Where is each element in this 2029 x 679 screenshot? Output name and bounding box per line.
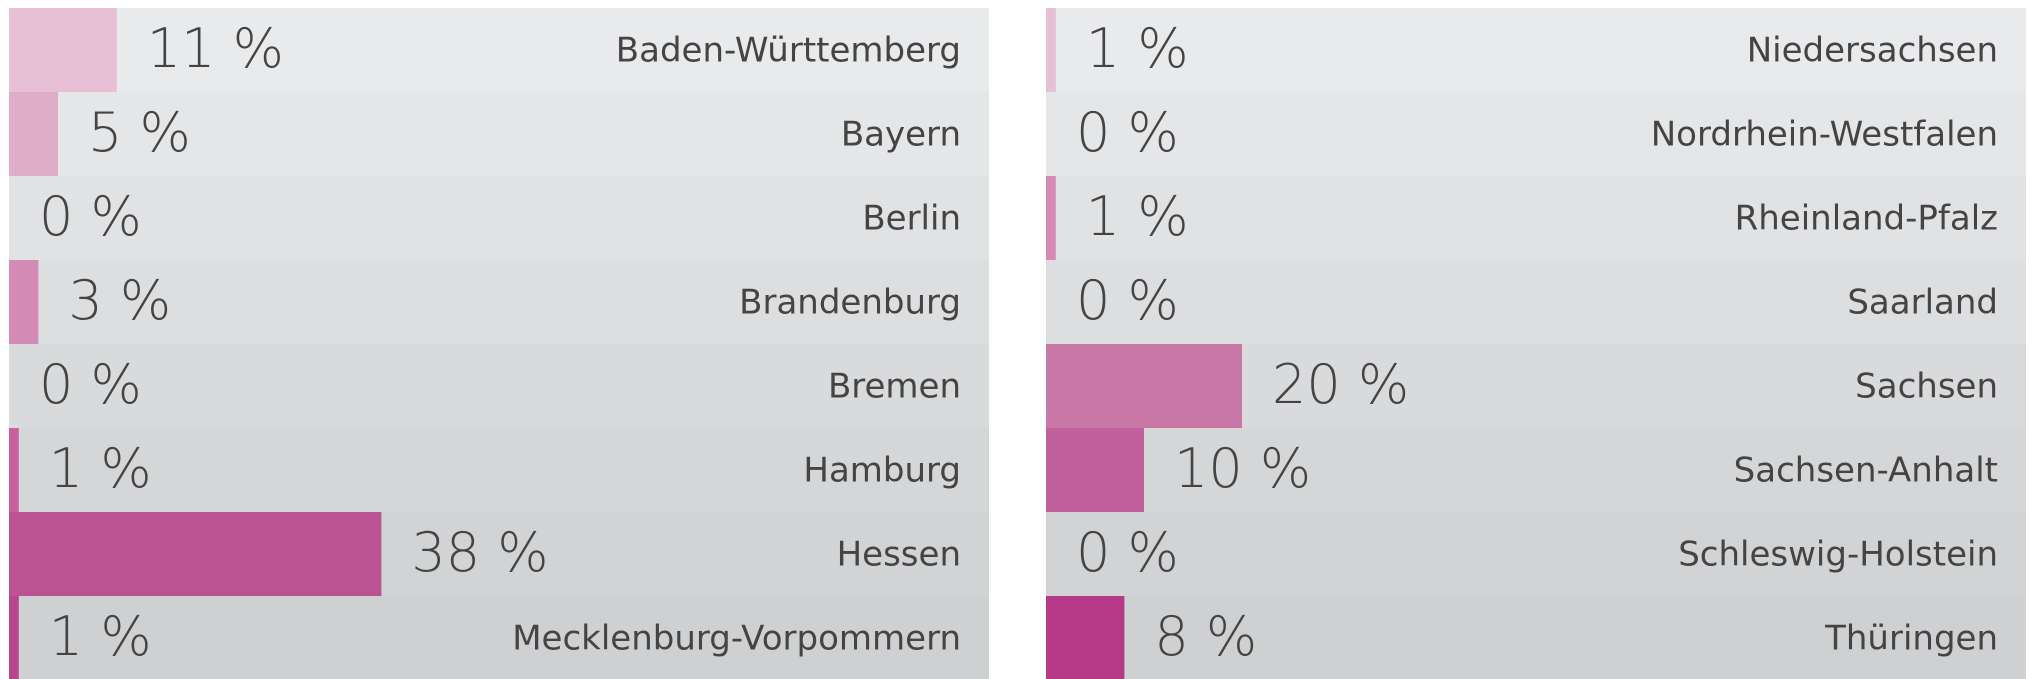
category-label: Saarland: [1847, 283, 1998, 323]
bar: [9, 428, 19, 512]
row-background: [1046, 596, 2026, 679]
category-label: Bayern: [841, 115, 961, 155]
row-background: [9, 92, 989, 176]
bar: [1046, 428, 1144, 512]
row-background: [1046, 92, 2026, 176]
value-label: 5 %: [88, 101, 191, 164]
row-background: [9, 8, 989, 92]
value-label: 8 %: [1154, 605, 1257, 668]
category-label: Rheinland-Pfalz: [1735, 199, 1998, 239]
value-label: 0 %: [39, 353, 142, 416]
value-label: 0 %: [1076, 269, 1179, 332]
category-label: Hamburg: [803, 451, 961, 491]
value-label: 1 %: [49, 437, 152, 500]
row-background: [9, 260, 989, 344]
bar: [9, 8, 117, 92]
category-label: Sachsen: [1855, 367, 1998, 407]
value-label: 1 %: [49, 605, 152, 668]
row-background: [9, 428, 989, 512]
category-label: Brandenburg: [739, 283, 961, 323]
category-label: Berlin: [862, 199, 961, 239]
category-label: Thüringen: [1824, 619, 1998, 659]
value-label: 1 %: [1086, 17, 1189, 80]
bar: [9, 260, 39, 344]
bar: [9, 512, 382, 596]
row-background: [1046, 8, 2026, 92]
category-label: Baden-Württemberg: [616, 31, 961, 71]
category-label: Hessen: [837, 535, 961, 575]
category-label: Bremen: [828, 367, 961, 407]
bar: [1046, 596, 1125, 679]
category-label: Mecklenburg-Vorpommern: [512, 619, 961, 659]
value-label: 0 %: [39, 185, 142, 248]
value-label: 0 %: [1076, 521, 1179, 584]
value-label: 1 %: [1086, 185, 1189, 248]
value-label: 20 %: [1272, 353, 1409, 416]
bar: [1046, 8, 1056, 92]
bar: [1046, 176, 1056, 260]
category-label: Niedersachsen: [1747, 31, 1998, 71]
row-background: [1046, 428, 2026, 512]
row-background: [1046, 512, 2026, 596]
row-background: [9, 344, 989, 428]
row-background: [1046, 260, 2026, 344]
bar: [9, 596, 19, 679]
value-label: 0 %: [1076, 101, 1179, 164]
value-label: 11 %: [147, 17, 284, 80]
row-background: [9, 176, 989, 260]
category-label: Nordrhein-Westfalen: [1651, 115, 1998, 155]
value-label: 10 %: [1174, 437, 1311, 500]
bar: [1046, 344, 1242, 428]
value-label: 3 %: [68, 269, 171, 332]
row-background: [9, 596, 989, 679]
category-label: Schleswig-Holstein: [1678, 535, 1998, 575]
row-background: [1046, 176, 2026, 260]
category-label: Sachsen-Anhalt: [1734, 451, 1998, 491]
value-label: 38 %: [411, 521, 548, 584]
bar: [9, 92, 58, 176]
